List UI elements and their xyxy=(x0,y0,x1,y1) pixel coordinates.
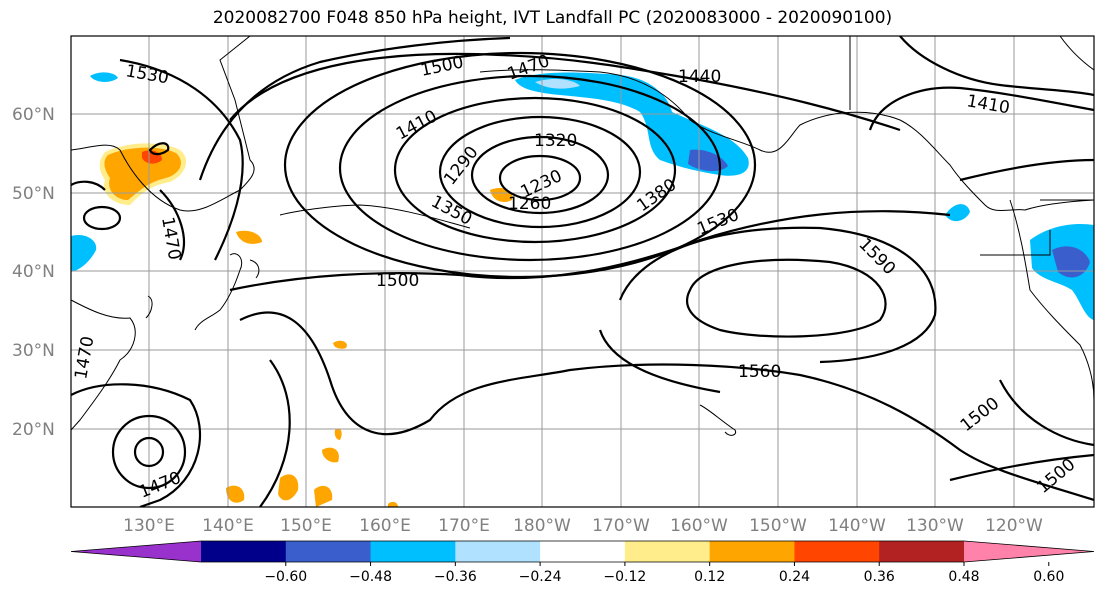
colorbar-extend-low xyxy=(71,541,201,562)
colorbar: −0.60 −0.48 −0.36 −0.24 −0.12 0.12 0.24 0.36 0.4… xyxy=(70,540,1095,585)
map-frame xyxy=(70,35,1095,508)
lon-label: 160°E xyxy=(359,516,411,536)
lon-label: 180°W xyxy=(513,516,571,536)
lon-label: 150°E xyxy=(280,516,332,536)
colorbar-segment xyxy=(709,541,795,562)
lat-label: 40°N xyxy=(12,262,55,282)
lat-label: 30°N xyxy=(12,341,55,361)
colorbar-tick-label: −0.60 xyxy=(264,569,307,585)
contour-label: 1260 xyxy=(508,194,551,214)
colorbar-tick-label: −0.24 xyxy=(519,569,562,585)
colorbar-tick-label: −0.48 xyxy=(349,569,392,585)
latitude-labels: 60°N 50°N 40°N 30°N 20°N xyxy=(12,105,55,440)
colorbar-tick-label: −0.36 xyxy=(434,569,477,585)
colorbar-segment xyxy=(794,541,880,562)
coastlines xyxy=(71,36,1094,436)
lon-label: 130°E xyxy=(123,516,175,536)
lon-label: 140°E xyxy=(202,516,254,536)
colorbar-tick-label: 0.48 xyxy=(948,569,979,585)
contour-label: 1560 xyxy=(738,362,781,382)
lat-label: 60°N xyxy=(12,105,55,125)
colorbar-segment xyxy=(285,541,372,562)
lon-label: 160°W xyxy=(670,516,728,536)
lon-label: 150°W xyxy=(749,516,807,536)
height-contours xyxy=(71,36,1094,507)
colorbar-segment xyxy=(370,541,456,562)
colorbar-extend-high xyxy=(964,541,1094,562)
colorbar-outline xyxy=(70,540,1095,563)
colorbar-tick-label: 0.36 xyxy=(864,569,895,585)
colorbar-segment xyxy=(201,541,287,562)
contour-label: 1440 xyxy=(678,67,721,87)
map-title: 2020082700 F048 850 hPa height, IVT Land… xyxy=(212,8,893,28)
colorbar-segment xyxy=(879,541,965,562)
lon-label: 130°W xyxy=(906,516,964,536)
lon-label: 140°W xyxy=(828,516,886,536)
colorbar-tick-label: −0.12 xyxy=(603,569,646,585)
lon-label: 170°W xyxy=(592,516,650,536)
longitude-labels: 130°E 140°E 150°E 160°E 170°E 180°W 170°… xyxy=(123,516,1043,536)
contour-label: 1320 xyxy=(534,131,577,151)
colorbar-segment xyxy=(540,541,626,562)
contour-label: 1500 xyxy=(376,271,419,291)
colorbar-segment xyxy=(455,541,541,562)
colorbar-segment xyxy=(624,541,711,562)
lat-label: 50°N xyxy=(12,184,55,204)
lat-label: 20°N xyxy=(12,420,55,440)
colorbar-tick-label: 0.12 xyxy=(694,569,725,585)
lon-label: 120°W xyxy=(985,516,1043,536)
colorbar-tick-label: 0.60 xyxy=(1033,569,1064,585)
ivt-shading xyxy=(71,72,1094,507)
lon-label: 170°E xyxy=(438,516,490,536)
colorbar-tick-label: 0.24 xyxy=(779,569,810,585)
